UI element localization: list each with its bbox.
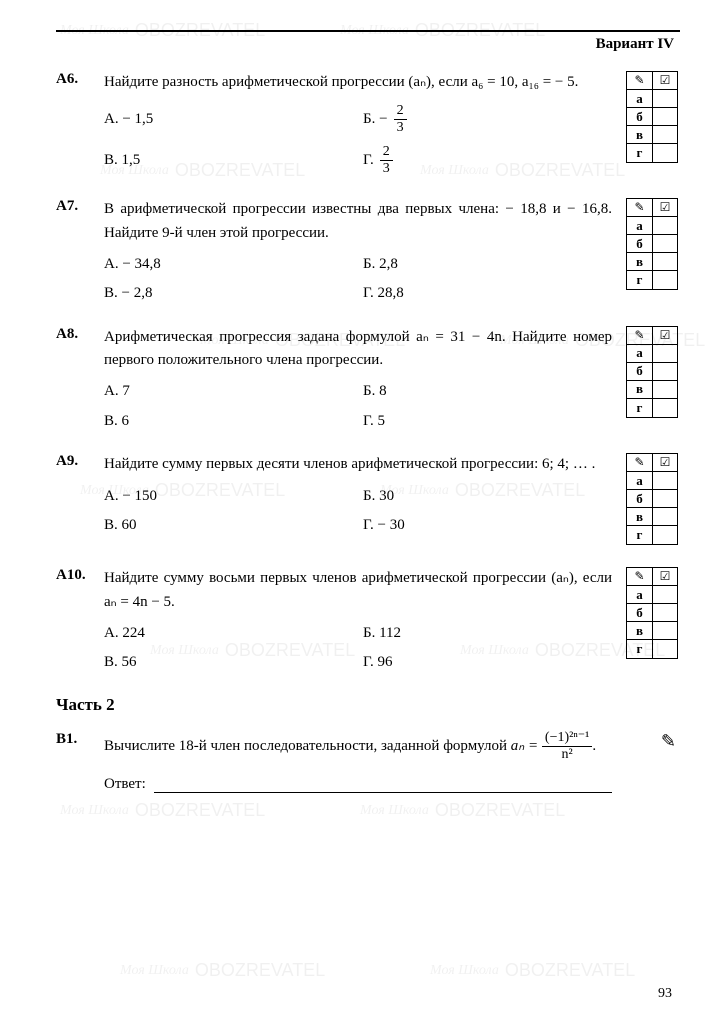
q-text: Найдите разность арифметической прогресс… [104,71,612,94]
question-a7: А7. В арифметической прогрессии известны… [56,198,680,304]
answer-grid[interactable]: ✎☑ а б в г [626,567,678,659]
answer-grid[interactable]: ✎☑ а б в г [626,453,678,545]
question-a9: А9. Найдите сумму первых десяти членов а… [56,453,680,545]
option-v: В. 6 [104,412,353,432]
answer-grid[interactable]: ✎☑ а б в г [626,326,678,418]
option-b: Б. 30 [363,487,612,507]
option-g: Г. 96 [363,653,612,673]
option-g: Г. − 30 [363,516,612,536]
answer-grid[interactable]: ✎☑ а б в г [626,198,678,290]
question-b1: В1. Вычислите 18-й член последовательнос… [56,731,680,793]
option-v: В. − 2,8 [104,284,353,304]
option-a: А. − 1,5 [104,104,353,135]
answer-blank[interactable] [154,779,612,793]
variant-label: Вариант IV [56,36,680,53]
q-num: А10. [56,567,94,614]
q-text: Арифметическая прогрессия задана формуло… [104,326,612,373]
q-num: В1. [56,731,94,762]
option-b: Б. 112 [363,624,612,644]
option-v: В. 60 [104,516,353,536]
option-v: В. 56 [104,653,353,673]
question-a10: А10. Найдите сумму восьми первых членов … [56,567,680,673]
answer-label: Ответ: [104,776,146,793]
option-a: А. − 150 [104,487,353,507]
option-g: Г. 23 [363,145,612,176]
q-text: В арифметической прогрессии известны два… [104,198,612,245]
option-g: Г. 5 [363,412,612,432]
option-g: Г. 28,8 [363,284,612,304]
q-num: А6. [56,71,94,94]
pen-icon: ✎ [627,72,653,89]
q-num: А7. [56,198,94,245]
q-text: Найдите сумму первых десяти членов арифм… [104,453,612,476]
page-number: 93 [658,986,672,1002]
answer-grid[interactable]: ✎☑ а б в г [626,71,678,163]
option-b: Б. 8 [363,382,612,402]
part2-title: Часть 2 [56,695,680,715]
question-a6: А6. Найдите разность арифметической прог… [56,71,680,176]
option-b: Б. 2,8 [363,255,612,275]
pen-icon: ✎ [626,731,680,752]
check-icon: ☑ [653,72,677,89]
option-a: А. 7 [104,382,353,402]
q-text: Найдите сумму восьми первых членов арифм… [104,567,612,614]
q-text: Вычислите 18-й член последовательности, … [104,731,612,762]
q-num: А8. [56,326,94,373]
option-b: Б. − 23 [363,104,612,135]
q-num: А9. [56,453,94,476]
option-a: А. 224 [104,624,353,644]
question-a8: А8. Арифметическая прогрессия задана фор… [56,326,680,432]
option-v: В. 1,5 [104,145,353,176]
option-a: А. − 34,8 [104,255,353,275]
